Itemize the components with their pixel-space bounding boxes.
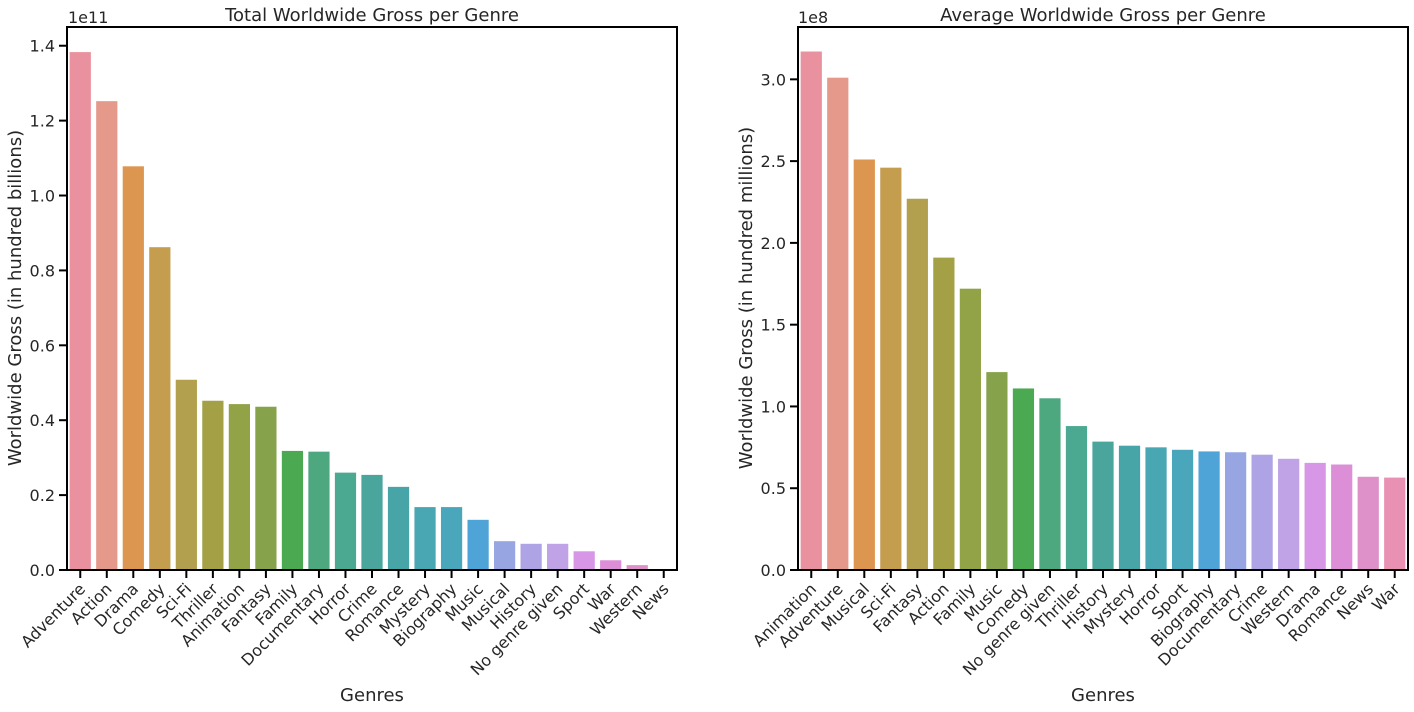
bar-music	[986, 372, 1008, 570]
y-axis-label: Worldwide Gross (in hundred millions)	[736, 127, 757, 469]
chart-average-gross: Average Worldwide Gross per Genre 1e8 Wo…	[736, 5, 1409, 706]
bar-horror	[1145, 447, 1167, 570]
bar-documentary	[1225, 452, 1247, 570]
bar-drama	[122, 166, 144, 570]
bar-drama	[1304, 462, 1326, 570]
bar-biography	[1198, 451, 1220, 570]
bar-action	[933, 257, 955, 570]
bar-animation	[228, 404, 250, 570]
bar-mystery	[1118, 445, 1141, 570]
bar-fantasy	[906, 198, 928, 571]
bar-musical	[494, 541, 516, 570]
chart-title: Average Worldwide Gross per Genre	[940, 5, 1266, 26]
bar-crime	[361, 474, 383, 570]
y-axis-label: Worldwide Gross (in hundred billions)	[5, 130, 26, 466]
bar-family	[281, 450, 304, 570]
bar-crime	[1251, 454, 1273, 570]
offset-text: 1e11	[68, 8, 108, 27]
bar-fantasy	[255, 406, 277, 570]
chart-title: Total Worldwide Gross per Genre	[224, 5, 519, 26]
bar-mystery	[414, 507, 436, 570]
bar-biography	[440, 507, 463, 570]
bar-war	[600, 560, 622, 570]
bar-western	[1278, 458, 1300, 570]
bar-history	[1092, 441, 1114, 570]
bar-animation	[800, 51, 822, 570]
bar-sport	[1171, 449, 1194, 570]
y-tick-label: 0.2	[30, 486, 55, 505]
y-tick-label: 1.4	[30, 37, 55, 56]
bar-comedy	[149, 247, 171, 570]
y-tick-label: 3.0	[761, 70, 786, 89]
bar-adventure	[69, 52, 91, 570]
y-tick-label: 0.8	[30, 261, 55, 280]
bar-musical	[853, 159, 875, 571]
bar-action	[96, 101, 118, 571]
offset-text: 1e8	[798, 8, 828, 27]
bar-western	[626, 565, 648, 570]
bar-family	[959, 288, 981, 570]
x-tick-label: War	[1368, 579, 1404, 615]
y-tick-label: 0.4	[30, 411, 55, 430]
bar-history	[520, 543, 542, 570]
bar-thriller	[202, 400, 224, 570]
bar-adventure	[827, 77, 849, 570]
y-tick-label: 1.0	[761, 397, 786, 416]
y-tick-label: 0.6	[30, 336, 55, 355]
bar-news	[1357, 476, 1379, 570]
bar-sport	[573, 551, 595, 570]
bar-comedy	[1012, 388, 1035, 570]
y-tick-label: 0.5	[761, 479, 786, 498]
y-tick-label: 1.0	[30, 187, 55, 206]
chart-total-gross: Total Worldwide Gross per Genre 1e11 Wor…	[5, 5, 678, 706]
bar-no-genre-given	[547, 543, 569, 570]
bar-romance	[387, 486, 410, 570]
bar-horror	[334, 472, 357, 570]
y-tick-label: 0.0	[30, 561, 55, 580]
x-axis-label: Genres	[1071, 685, 1135, 706]
bar-no-genre-given	[1039, 398, 1061, 570]
y-tick-label: 1.2	[30, 112, 55, 131]
y-tick-label: 2.5	[761, 152, 786, 171]
y-tick-label: 2.0	[761, 234, 786, 253]
bar-documentary	[308, 451, 330, 570]
x-axis-label: Genres	[340, 685, 404, 706]
bar-sci-fi	[880, 167, 902, 570]
bar-sci-fi	[175, 379, 197, 570]
y-tick-label: 1.5	[761, 316, 786, 335]
bar-thriller	[1065, 426, 1088, 570]
bar-romance	[1331, 464, 1353, 570]
y-tick-label: 0.0	[761, 561, 786, 580]
bar-music	[467, 519, 489, 570]
bar-war	[1384, 477, 1406, 570]
